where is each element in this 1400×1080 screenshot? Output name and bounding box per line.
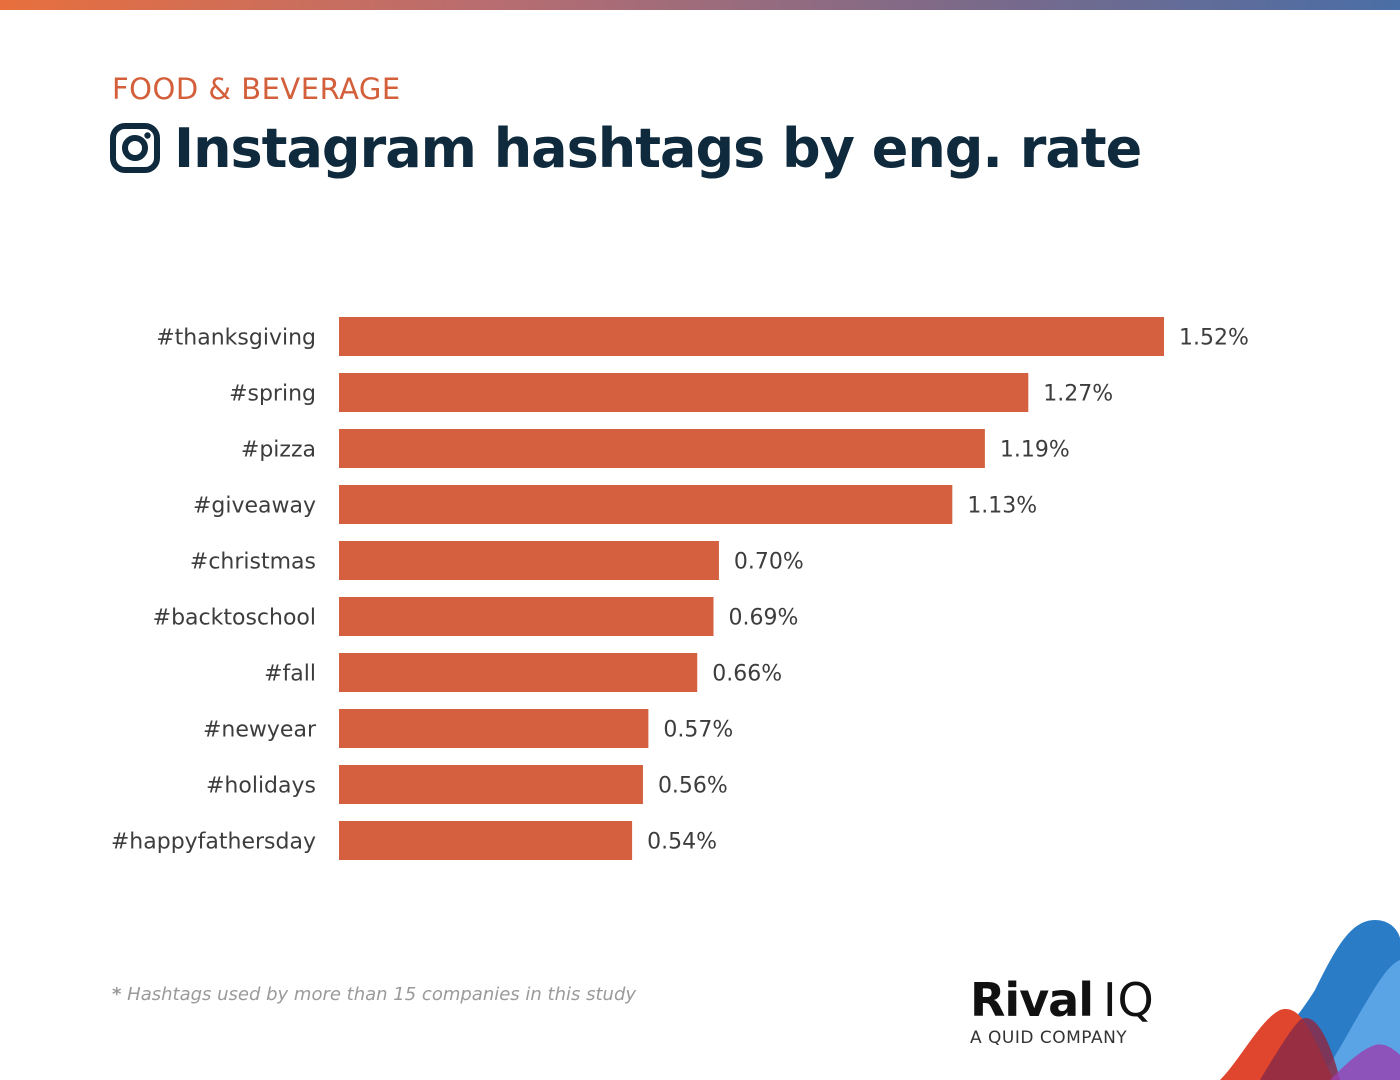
bar-newyear xyxy=(339,709,649,748)
value-label-backtoschool: 0.69% xyxy=(729,606,799,631)
bar-fall xyxy=(339,653,698,692)
instagram-icon xyxy=(110,123,160,173)
footnote-star: * xyxy=(112,984,122,1005)
logo-tagline: A QUID COMPANY xyxy=(970,1028,1128,1048)
category-label-happyfathersday: #happyfathersday xyxy=(111,830,316,855)
category-label-thanksgiving: #thanksgiving xyxy=(156,326,316,351)
category-label-backtoschool: #backtoschool xyxy=(153,606,316,631)
bar-backtoschool xyxy=(339,597,714,636)
value-label-happyfathersday: 0.54% xyxy=(647,830,717,855)
bar-giveaway xyxy=(339,485,953,524)
value-label-spring: 1.27% xyxy=(1043,382,1113,407)
decorative-wave-graphic xyxy=(1220,920,1400,1080)
category-label: FOOD & BEVERAGE xyxy=(112,72,401,106)
category-label-newyear: #newyear xyxy=(203,718,317,743)
value-label-newyear: 0.57% xyxy=(663,718,733,743)
logo-name-light: IQ xyxy=(1102,973,1155,1027)
value-label-giveaway: 1.13% xyxy=(967,494,1037,519)
value-label-christmas: 0.70% xyxy=(734,550,804,575)
value-label-fall: 0.66% xyxy=(712,662,782,687)
value-label-holidays: 0.56% xyxy=(658,774,728,799)
footnote: * Hashtags used by more than 15 companie… xyxy=(112,984,636,1005)
value-label-thanksgiving: 1.52% xyxy=(1179,326,1249,351)
bar-thanksgiving xyxy=(339,317,1164,356)
title-row: Instagram hashtags by eng. rate xyxy=(110,112,1142,184)
category-label-giveaway: #giveaway xyxy=(193,494,316,519)
logo-name-bold: Rival xyxy=(970,973,1094,1027)
bar-pizza xyxy=(339,429,985,468)
bar-happyfathersday xyxy=(339,821,633,860)
footnote-text: Hashtags used by more than 15 companies … xyxy=(127,984,637,1005)
bar-holidays xyxy=(339,765,643,804)
page-title: Instagram hashtags by eng. rate xyxy=(174,116,1142,180)
category-label-christmas: #christmas xyxy=(190,550,316,575)
top-gradient-bar xyxy=(0,0,1400,10)
category-label-spring: #spring xyxy=(229,382,316,407)
bar-christmas xyxy=(339,541,719,580)
logo-wordmark: Rival IQ xyxy=(970,975,1155,1025)
rival-iq-logo: Rival IQ A QUID COMPANY xyxy=(970,975,1155,1048)
category-label-pizza: #pizza xyxy=(241,438,316,463)
value-label-pizza: 1.19% xyxy=(1000,438,1070,463)
category-label-fall: #fall xyxy=(264,662,316,687)
category-label-holidays: #holidays xyxy=(206,774,316,799)
bar-spring xyxy=(339,373,1029,412)
